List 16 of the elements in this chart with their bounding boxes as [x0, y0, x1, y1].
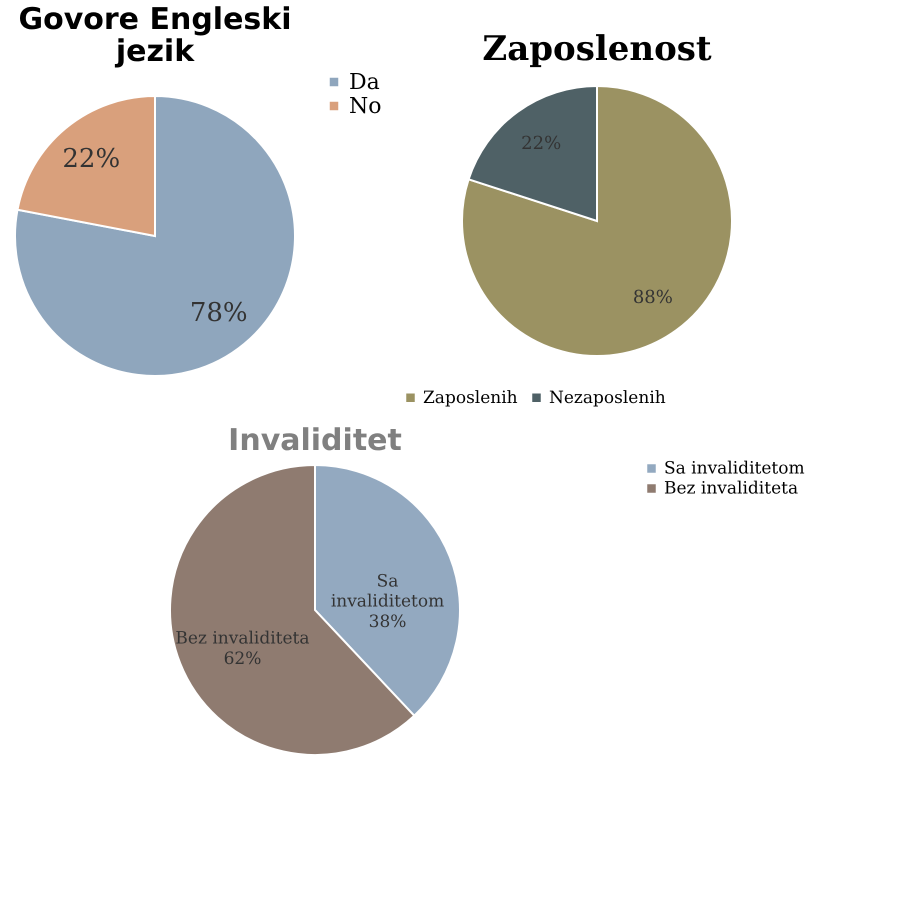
pie-slice: [14, 95, 296, 377]
legend-label: Sa invaliditetom: [664, 458, 805, 478]
data-label: Sa invaliditetom 38%: [330, 571, 444, 632]
legend-label: Da: [349, 70, 380, 95]
data-label: Bez invaliditeta 62%: [175, 628, 310, 670]
data-label: 88%: [632, 286, 673, 308]
chart-title: Zaposlenost: [482, 29, 712, 69]
data-label: 78%: [190, 298, 248, 328]
chart-title: Invaliditet: [228, 423, 402, 458]
data-label: 22%: [62, 144, 120, 174]
legend-label: Zaposlenih: [423, 388, 518, 408]
chart-title: Govore Engleski jezik: [18, 2, 292, 69]
pie-slice: [461, 85, 733, 357]
legend-label: Nezaposlenih: [549, 388, 666, 408]
legend-label: Bez invaliditeta: [664, 478, 798, 498]
legend-label: No: [349, 94, 382, 119]
